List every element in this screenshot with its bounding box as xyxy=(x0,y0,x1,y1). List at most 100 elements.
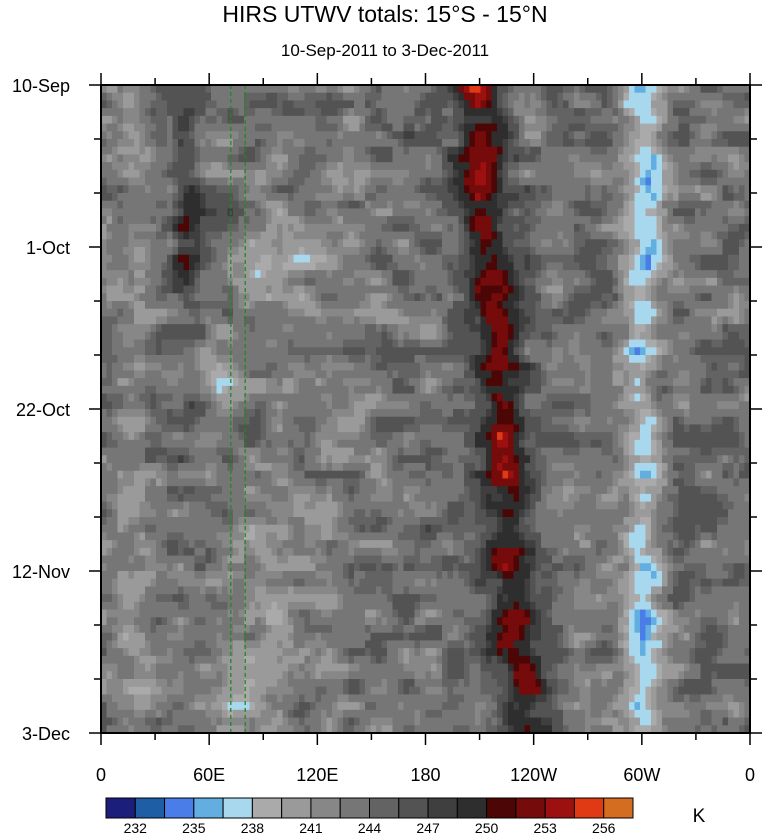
heatmap-cell xyxy=(409,231,416,240)
heatmap-cell xyxy=(513,385,520,395)
heatmap-cell xyxy=(167,146,174,156)
heatmap-cell xyxy=(651,162,658,171)
heatmap-cell xyxy=(552,85,559,94)
heatmap-cell xyxy=(722,285,729,294)
heatmap-cell xyxy=(337,277,344,287)
heatmap-cell xyxy=(645,347,652,356)
heatmap-cell xyxy=(629,185,636,194)
heatmap-cell xyxy=(524,401,531,410)
heatmap-cell xyxy=(662,316,669,325)
heatmap-cell xyxy=(442,254,449,264)
heatmap-cell xyxy=(552,347,559,356)
heatmap-cell xyxy=(189,378,196,387)
heatmap-cell xyxy=(123,177,130,186)
heatmap-cell xyxy=(469,177,476,186)
heatmap-cell xyxy=(623,92,630,102)
heatmap-cell xyxy=(513,231,520,240)
heatmap-cell xyxy=(365,100,372,109)
heatmap-cell xyxy=(431,193,438,202)
heatmap-cell xyxy=(321,262,328,271)
heatmap-cell xyxy=(200,115,207,125)
heatmap-cell xyxy=(101,177,108,186)
heatmap-cell xyxy=(667,254,674,264)
heatmap-cell xyxy=(563,216,570,225)
heatmap-cell xyxy=(106,409,113,418)
heatmap-cell xyxy=(277,254,284,264)
heatmap-cell xyxy=(189,401,196,410)
heatmap-cell xyxy=(354,200,361,210)
heatmap-cell xyxy=(645,115,652,125)
heatmap-cell xyxy=(145,239,152,248)
heatmap-cell xyxy=(447,401,454,410)
heatmap-cell xyxy=(332,331,339,341)
heatmap-cell xyxy=(222,316,229,325)
heatmap-cell xyxy=(167,154,174,163)
heatmap-cell xyxy=(139,385,146,395)
heatmap-cell xyxy=(260,139,267,148)
heatmap-cell xyxy=(145,123,152,132)
heatmap-cell xyxy=(695,277,702,287)
heatmap-cell xyxy=(299,409,306,418)
heatmap-cell xyxy=(227,108,234,117)
heatmap-cell xyxy=(596,216,603,225)
heatmap-cell xyxy=(183,254,190,264)
heatmap-cell xyxy=(293,154,300,163)
heatmap-cell xyxy=(651,208,658,217)
heatmap-cell xyxy=(205,401,212,410)
heatmap-cell xyxy=(513,169,520,179)
heatmap-cell xyxy=(277,308,284,318)
heatmap-cell xyxy=(535,85,542,94)
heatmap-cell xyxy=(227,385,234,395)
heatmap-cell xyxy=(431,216,438,225)
heatmap-cell xyxy=(519,393,526,402)
heatmap-cell xyxy=(271,115,278,125)
heatmap-cell xyxy=(161,92,168,102)
heatmap-cell xyxy=(436,370,443,379)
heatmap-cell xyxy=(535,277,542,287)
heatmap-cell xyxy=(744,139,750,148)
heatmap-cell xyxy=(579,208,586,217)
heatmap-cell xyxy=(238,308,245,318)
heatmap-cell xyxy=(315,370,322,379)
heatmap-cell xyxy=(337,339,344,348)
heatmap-cell xyxy=(744,293,750,302)
heatmap-cell xyxy=(711,115,718,125)
heatmap-cell xyxy=(376,92,383,102)
heatmap-cell xyxy=(376,231,383,240)
heatmap-cell xyxy=(293,231,300,240)
heatmap-cell xyxy=(392,193,399,202)
heatmap-cell xyxy=(387,231,394,240)
heatmap-cell xyxy=(722,200,729,210)
heatmap-cell xyxy=(480,146,487,156)
heatmap-cell xyxy=(178,247,185,256)
heatmap-cell xyxy=(607,331,614,341)
heatmap-cell xyxy=(101,223,108,233)
heatmap-cell xyxy=(112,293,119,302)
heatmap-cell xyxy=(403,247,410,256)
heatmap-cell xyxy=(453,185,460,194)
heatmap-cell xyxy=(431,378,438,387)
heatmap-cell xyxy=(365,108,372,117)
heatmap-cell xyxy=(398,139,405,148)
heatmap-cell xyxy=(271,254,278,264)
heatmap-cell xyxy=(299,154,306,163)
heatmap-cell xyxy=(640,131,647,140)
heatmap-cell xyxy=(673,177,680,186)
heatmap-cell xyxy=(497,362,504,372)
heatmap-cell xyxy=(414,177,421,186)
heatmap-cell xyxy=(348,270,355,279)
heatmap-cell xyxy=(216,347,223,356)
heatmap-cell xyxy=(673,370,680,379)
heatmap-cell xyxy=(354,162,361,171)
heatmap-cell xyxy=(117,301,124,310)
heatmap-cell xyxy=(365,362,372,372)
heatmap-cell xyxy=(662,385,669,395)
heatmap-cell xyxy=(618,115,625,125)
heatmap-cell xyxy=(277,231,284,240)
heatmap-cell xyxy=(134,216,141,225)
heatmap-cell xyxy=(112,208,119,217)
heatmap-cell xyxy=(453,115,460,125)
heatmap-cell xyxy=(607,285,614,294)
heatmap-cell xyxy=(205,393,212,402)
heatmap-cell xyxy=(255,331,262,341)
